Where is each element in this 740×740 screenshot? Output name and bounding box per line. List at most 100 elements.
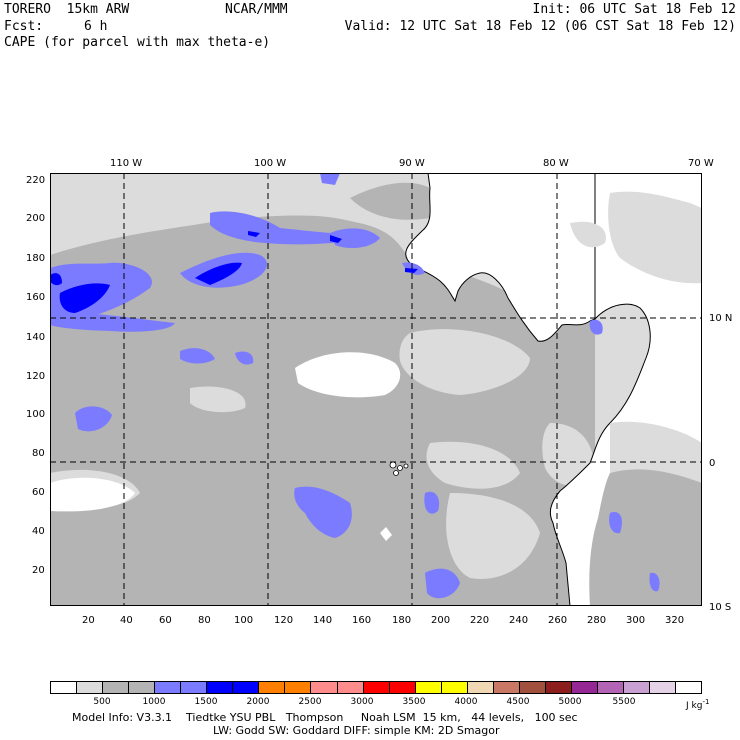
colorbar-swatch — [650, 682, 677, 693]
galapagos-islands — [389, 461, 409, 476]
cape-1500-region — [589, 319, 603, 335]
colorbar-label: 5000 — [558, 697, 582, 707]
cape-500-land — [570, 221, 606, 248]
colorbar-swatch — [181, 682, 208, 693]
colorbar-swatch — [676, 682, 702, 693]
x-grid-label: 80 — [198, 615, 211, 626]
cape-500-land — [610, 421, 702, 483]
colorbar-swatch — [363, 682, 390, 693]
init-time: Init: 06 UTC Sat 18 Feb 12 — [532, 2, 737, 17]
cape-1500-region — [50, 312, 175, 332]
lat-label-0: 0 — [709, 458, 716, 469]
cape-1500-region — [320, 173, 340, 185]
colorbar-label: 5500 — [612, 697, 636, 707]
y-grid-label: 80 — [32, 448, 45, 459]
lon-label-110w: 110 W — [110, 158, 143, 169]
model-title: TORERO 15km ARW — [4, 2, 130, 17]
lon-label-70w: 70 W — [688, 158, 714, 169]
central-america-land — [188, 173, 596, 342]
cape-2000-region — [195, 262, 242, 285]
lon-label-80w: 80 W — [543, 158, 569, 169]
y-grid-label: 120 — [26, 371, 46, 382]
colorbar-swatch — [493, 682, 520, 693]
graticule — [50, 173, 702, 606]
colorbar-swatch — [389, 682, 416, 693]
cape-0-region — [380, 527, 392, 541]
cape-500-region — [426, 441, 520, 489]
x-grid-label: 120 — [274, 615, 294, 626]
lon-label-100w: 100 W — [254, 158, 287, 169]
y-grid-label: 180 — [26, 253, 46, 264]
x-grid-label: 160 — [352, 615, 372, 626]
cape-500-region — [190, 386, 246, 413]
x-grid-label: 220 — [470, 615, 490, 626]
x-grid-label: 280 — [587, 615, 607, 626]
x-grid-label: 260 — [548, 615, 568, 626]
colorbar-swatch — [129, 682, 156, 693]
x-grid-label: 20 — [82, 615, 95, 626]
cape-1500-region — [424, 491, 440, 514]
colorbar-swatch — [441, 682, 468, 693]
x-grid-label: 180 — [392, 615, 412, 626]
y-grid-label: 20 — [32, 565, 45, 576]
colorbar-swatch — [259, 682, 286, 693]
colorbar-label: 2000 — [246, 697, 270, 707]
cape-2000-region — [330, 235, 342, 243]
cape-map — [50, 173, 702, 606]
valid-time: Valid: 12 UTC Sat 18 Feb 12 (06 CST Sat … — [344, 19, 736, 34]
x-grid-label: 140 — [313, 615, 333, 626]
x-grid-label: 320 — [665, 615, 685, 626]
forecast-hour: 6 h — [84, 19, 108, 34]
colorbar-label: 3500 — [402, 697, 426, 707]
cape-1500-region — [649, 572, 660, 592]
cape-500-land — [608, 191, 702, 284]
y-grid-label: 60 — [32, 487, 45, 498]
colorbar — [50, 681, 702, 694]
cape-1500-region — [75, 406, 112, 432]
colorbar-swatch — [103, 682, 130, 693]
org-label: NCAR/MMM — [225, 2, 288, 17]
cape-500-region — [399, 329, 530, 395]
x-grid-label: 60 — [159, 615, 172, 626]
cape-2000-region — [59, 283, 110, 313]
colorbar-swatch — [311, 682, 338, 693]
model-info-line1: Model Info: V3.3.1 Tiedtke YSU PBL Thomp… — [72, 711, 578, 724]
map-frame — [50, 173, 702, 606]
colorbar-label: 2500 — [298, 697, 322, 707]
cape-2000-region — [50, 273, 62, 286]
forecast-label: Fcst: — [4, 19, 44, 34]
cape-1500-region — [210, 211, 355, 245]
colorbar-label: 1500 — [194, 697, 218, 707]
colorbar-swatch — [545, 682, 572, 693]
colorbar-swatch — [571, 682, 598, 693]
colorbar-units-exponent: -1 — [702, 698, 710, 706]
cape-0-region — [50, 477, 135, 512]
model-info-line2: LW: Godd SW: Goddard DIFF: simple KM: 2D… — [213, 724, 500, 737]
cape-1500-region — [235, 351, 254, 365]
colorbar-swatch — [285, 682, 312, 693]
x-grid-label: 200 — [431, 615, 451, 626]
y-grid-label: 200 — [26, 213, 46, 224]
cape-1500-region — [425, 568, 460, 599]
x-grid-label: 240 — [509, 615, 529, 626]
cape-0-region — [295, 352, 401, 398]
colorbar-swatch — [51, 682, 78, 693]
cape-1500-region — [180, 348, 215, 364]
colorbar-swatch — [519, 682, 546, 693]
y-grid-label: 220 — [26, 175, 46, 186]
field-title: CAPE (for parcel with max theta-e) — [4, 35, 271, 50]
colorbar-swatch — [233, 682, 260, 693]
y-grid-label: 160 — [26, 292, 46, 303]
colorbar-swatch — [77, 682, 104, 693]
cape-1000-land — [589, 468, 702, 606]
x-grid-label: 100 — [234, 615, 254, 626]
colorbar-label: 500 — [93, 697, 111, 707]
y-grid-label: 100 — [26, 409, 46, 420]
x-grid-label: 300 — [626, 615, 646, 626]
colorbar-label: 4000 — [454, 697, 478, 707]
colorbar-swatch — [467, 682, 494, 693]
colorbar-swatch — [415, 682, 442, 693]
colorbar-label: 1000 — [142, 697, 166, 707]
colorbar-swatch — [597, 682, 625, 693]
cape-1500-region — [294, 486, 352, 538]
